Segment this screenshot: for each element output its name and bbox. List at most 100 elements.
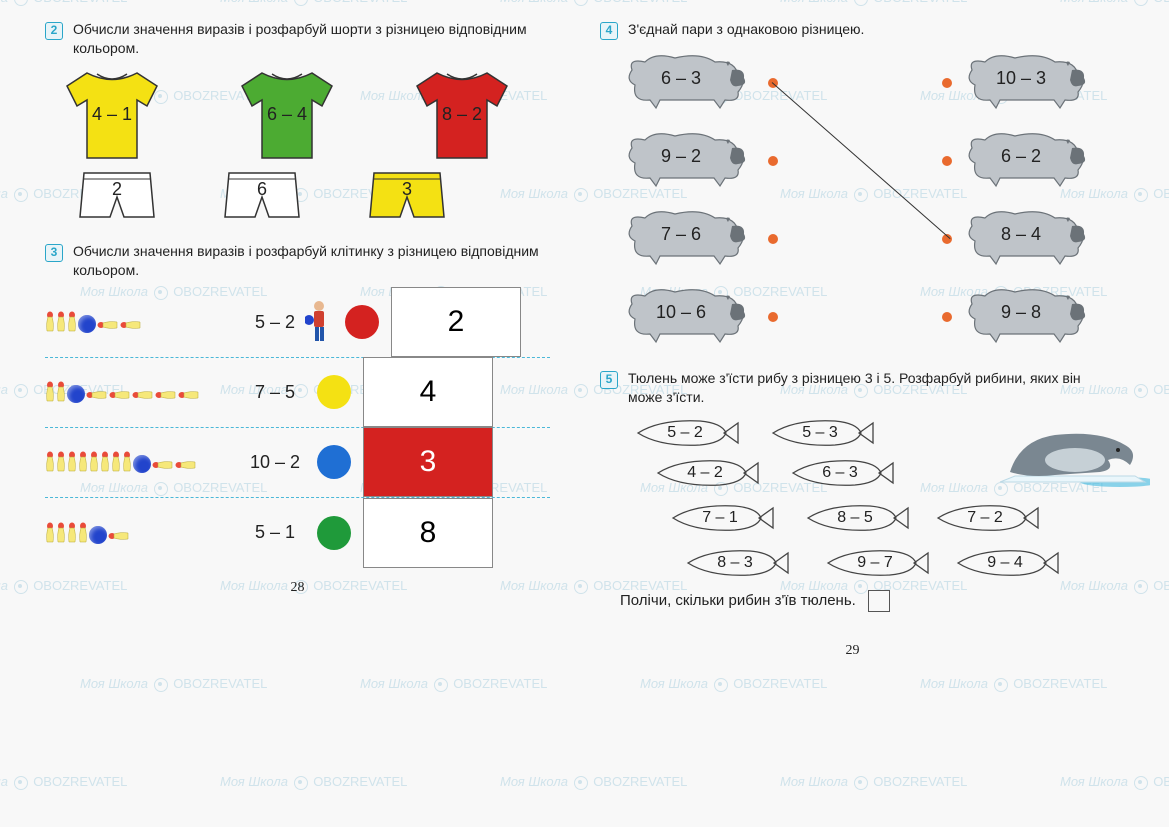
task-3-header: 3 Обчисли значення виразів і розфарбуй к… (45, 242, 550, 280)
bowling-ball (89, 526, 107, 544)
sheep-right[interactable]: 10 – 3 (960, 50, 1090, 112)
connector-dot (768, 156, 778, 166)
fish[interactable]: 8 – 5 (800, 500, 910, 536)
color-circle (317, 516, 351, 550)
shorts[interactable]: 6 (212, 167, 312, 227)
bowling-pin-fallen (152, 457, 174, 473)
bowling-pin (56, 311, 66, 333)
bowling-pin (78, 451, 88, 473)
sheep-left[interactable]: 10 – 6 (620, 284, 750, 346)
task-text: Обчисли значення виразів і розфарбуй клі… (73, 242, 550, 280)
sheep-left[interactable]: 9 – 2 (620, 128, 750, 190)
sheep-right[interactable]: 9 – 8 (960, 284, 1090, 346)
fish[interactable]: 6 – 3 (785, 455, 895, 491)
fish[interactable]: 9 – 7 (820, 545, 930, 581)
sheep-connector-area (760, 50, 960, 120)
connector-dot (768, 312, 778, 322)
bowling-pin (67, 451, 77, 473)
count-text: Полічи, скільки рибин з'їв тюлень. (620, 592, 856, 609)
shorts[interactable]: 2 (67, 167, 167, 227)
task-2-header: 2 Обчисли значення виразів і розфарбуй ш… (45, 20, 550, 58)
sheep-expression: 7 – 6 (661, 224, 701, 245)
sheep-expression: 10 – 3 (996, 68, 1046, 89)
task-5-header: 5 Тюлень може з'їсти рибу з різницею 3 і… (600, 369, 1105, 407)
task-number: 3 (45, 244, 63, 262)
sheep-left[interactable]: 7 – 6 (620, 206, 750, 268)
seal-image (960, 410, 1150, 490)
fish-expression: 5 – 3 (802, 424, 838, 442)
bowl-expression: 5 – 1 (245, 522, 305, 543)
sheep-connector-area (760, 284, 960, 354)
watermark-text: Моя Школа OBOZREVATEL (780, 774, 967, 790)
page-left: 2 Обчисли значення виразів і розфарбуй ш… (20, 0, 575, 679)
fish-expression: 6 – 3 (822, 464, 858, 482)
task-number: 4 (600, 22, 618, 40)
bowling-row: 5 – 2 2 (45, 288, 550, 358)
fish[interactable]: 5 – 2 (630, 415, 740, 451)
result-box[interactable]: 2 (391, 287, 521, 357)
fish-expression: 8 – 5 (837, 509, 873, 527)
task-number: 5 (600, 371, 618, 389)
fish[interactable]: 8 – 3 (680, 545, 790, 581)
watermark-text: Моя Школа OBOZREVATEL (500, 774, 687, 790)
sheep-expression: 6 – 2 (1001, 146, 1041, 167)
bowling-pin-fallen (108, 528, 130, 544)
sheep-expression: 9 – 8 (1001, 302, 1041, 323)
pins-area (45, 451, 245, 473)
bowling-row: 7 – 5 4 (45, 358, 550, 428)
result-box[interactable]: 4 (363, 357, 493, 427)
fish-expression: 9 – 4 (987, 554, 1023, 572)
result-box[interactable]: 8 (363, 498, 493, 568)
tshirt: 8 – 2 (397, 68, 527, 163)
fish-area: Полічи, скільки рибин з'їв тюлень. 5 – 2… (620, 415, 1120, 615)
bowl-expression: 5 – 2 (245, 312, 305, 333)
bowling-ball (67, 385, 85, 403)
fish-expression: 7 – 1 (702, 509, 738, 527)
count-line: Полічи, скільки рибин з'їв тюлень. (620, 590, 890, 612)
task-number: 2 (45, 22, 63, 40)
sheep-expression: 8 – 4 (1001, 224, 1041, 245)
sheep-left[interactable]: 6 – 3 (620, 50, 750, 112)
shorts-value: 6 (212, 179, 312, 200)
sheep-right[interactable]: 6 – 2 (960, 128, 1090, 190)
bowling-row: 10 – 2 3 (45, 428, 550, 498)
bowling-pin-fallen (97, 317, 119, 333)
fish-expression: 8 – 3 (717, 554, 753, 572)
sheep-expression: 10 – 6 (656, 302, 706, 323)
bowling-pin (45, 381, 55, 403)
fish[interactable]: 9 – 4 (950, 545, 1060, 581)
bowling-pin (56, 451, 66, 473)
person-icon (305, 298, 333, 346)
bowl-expression: 10 – 2 (245, 452, 305, 473)
pins-area (45, 522, 245, 544)
page-right: 4 З'єднай пари з однаковою різницею. 6 –… (575, 0, 1130, 679)
shorts[interactable]: 3 (357, 167, 457, 227)
fish[interactable]: 5 – 3 (765, 415, 875, 451)
pins-area (45, 311, 245, 333)
connector-dot (768, 234, 778, 244)
task-text: З'єднай пари з однаковою різницею. (628, 20, 1105, 39)
fish[interactable]: 7 – 2 (930, 500, 1040, 536)
tshirt: 4 – 1 (47, 68, 177, 163)
fish[interactable]: 4 – 2 (650, 455, 760, 491)
task-4-header: 4 З'єднай пари з однаковою різницею. (600, 20, 1105, 40)
bowl-expression: 7 – 5 (245, 382, 305, 403)
tshirt-expression: 8 – 2 (397, 104, 527, 125)
page-number: 28 (45, 580, 550, 596)
bowling-pin (100, 451, 110, 473)
bowling-pin-fallen (120, 317, 142, 333)
result-box[interactable]: 3 (363, 427, 493, 497)
tshirt-expression: 4 – 1 (47, 104, 177, 125)
sheep-right[interactable]: 8 – 4 (960, 206, 1090, 268)
bowling-ball (78, 315, 96, 333)
sheep-connector-area (760, 128, 960, 198)
count-box[interactable] (868, 590, 890, 612)
fish-expression: 4 – 2 (687, 464, 723, 482)
fish[interactable]: 7 – 1 (665, 500, 775, 536)
pins-area (45, 381, 245, 403)
bowling-pin-fallen (109, 387, 131, 403)
bowling-pin-fallen (132, 387, 154, 403)
task-text: Тюлень може з'їсти рибу з різницею 3 і 5… (628, 369, 1105, 407)
color-circle (317, 445, 351, 479)
bowling-row: 5 – 1 8 (45, 498, 550, 568)
